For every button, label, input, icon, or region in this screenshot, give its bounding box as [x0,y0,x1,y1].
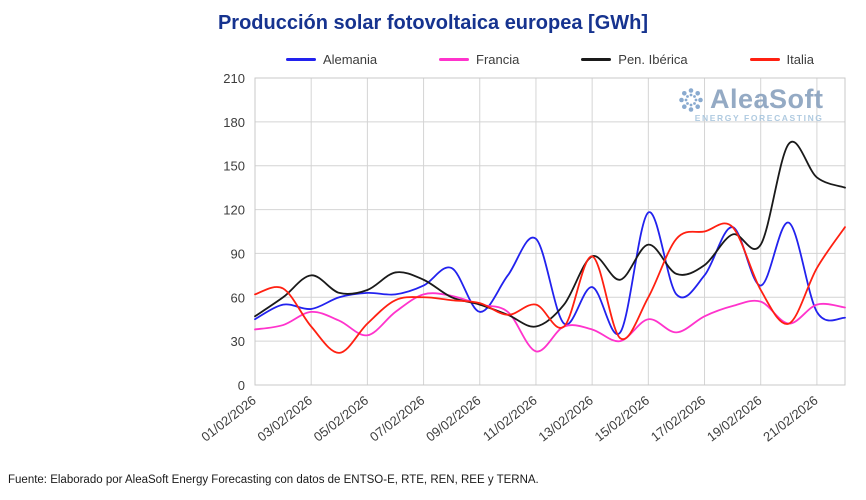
legend-line-alemania [285,58,316,61]
x-tick-label: 17/02/2026 [648,393,709,445]
legend-item-alemania: Alemania [285,52,378,67]
x-tick-label: 03/02/2026 [255,393,316,445]
y-tick-label: 120 [223,203,245,218]
aleasoft-tagline: ENERGY FORECASTING [694,113,824,123]
y-tick-label: 30 [231,334,245,349]
x-tick-label: 13/02/2026 [535,393,596,445]
legend-label-pen-iberica: Pen. Ibérica [618,52,688,67]
x-tick-label: 15/02/2026 [592,393,653,445]
y-tick-label: 60 [231,290,245,305]
legend-item-francia: Francia [439,52,519,67]
aleasoft-logo: AleaSoft ENERGY FORECASTING [676,84,824,123]
aleasoft-star-icon [679,87,703,112]
x-tick-label: 21/02/2026 [760,393,821,445]
legend-item-pen-iberica: Pen. Ibérica [581,52,688,67]
series-line-Pen. Ibérica [254,140,846,328]
legend-label-alemania: Alemania [322,52,378,67]
legend-line-francia [439,58,470,61]
chart-legend: Alemania Francia Pen. Ibérica Italia [255,52,845,67]
y-tick-label: 210 [223,71,245,86]
x-tick-label: 19/02/2026 [704,393,765,445]
legend-line-pen-iberica [581,58,612,61]
y-tick-label: 150 [223,159,245,174]
legend-item-italia: Italia [749,52,815,67]
series-line-Alemania [254,211,846,336]
aleasoft-brand-text: AleaSoft [710,84,824,114]
x-tick-label: 01/02/2026 [198,393,259,445]
source-note: Fuente: Elaborado por AleaSoft Energy Fo… [8,474,539,486]
legend-line-italia [749,58,780,61]
legend-label-italia: Italia [786,52,815,67]
y-tick-label: 180 [223,115,245,130]
y-tick-label: 0 [238,378,245,393]
series-line-Francia [254,292,846,353]
x-tick-label: 11/02/2026 [480,393,540,444]
x-tick-label: 09/02/2026 [423,393,484,445]
series-line-Italia [254,222,846,354]
plot-border [254,77,846,386]
chart-title: Producción solar fotovoltaica europea [G… [217,12,649,34]
x-tick-label: 05/02/2026 [311,393,372,445]
legend-label-francia: Francia [476,52,520,67]
x-tick-label: 07/02/2026 [367,393,428,445]
y-tick-label: 90 [231,246,245,261]
